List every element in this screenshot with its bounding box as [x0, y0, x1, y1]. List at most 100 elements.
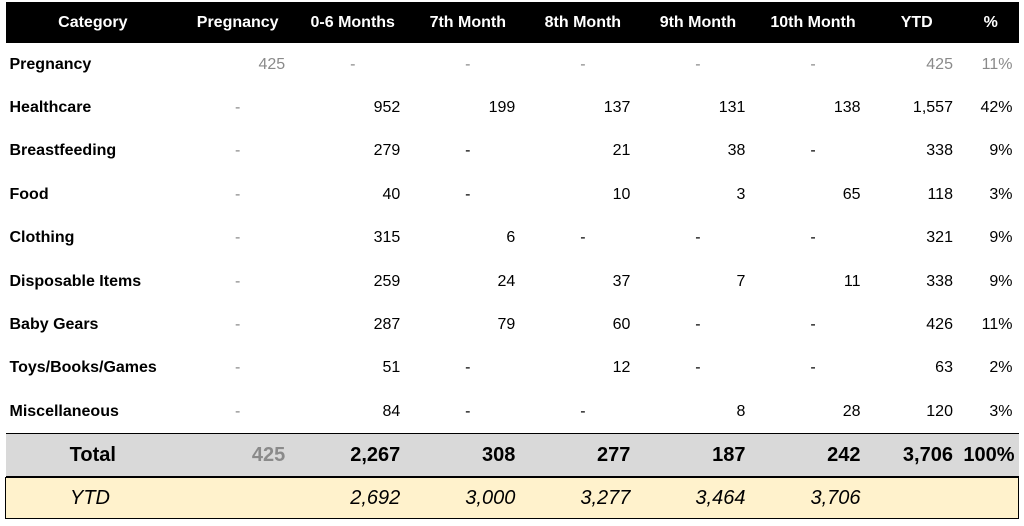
table-cell[interactable]: -	[180, 260, 295, 303]
row-category[interactable]: Disposable Items	[9, 272, 142, 290]
ytd-cell[interactable]	[180, 477, 296, 520]
table-cell[interactable]: -	[410, 43, 525, 86]
table-cell[interactable]: -	[525, 390, 640, 433]
table-cell[interactable]: -	[755, 303, 870, 346]
table-cell[interactable]: -	[525, 43, 640, 86]
table-cell[interactable]: 38	[727, 142, 746, 160]
header-8th-month[interactable]: 8th Month	[544, 13, 622, 31]
table-cell[interactable]: 259	[373, 272, 401, 290]
table-cell[interactable]: 279	[373, 142, 401, 160]
table-cell[interactable]: -	[410, 130, 525, 173]
table-cell[interactable]: 37	[612, 272, 631, 290]
table-cell[interactable]: -	[410, 347, 525, 390]
header-10th-month[interactable]: 10th Month	[770, 13, 856, 31]
table-cell[interactable]: -	[410, 173, 525, 216]
table-cell[interactable]: -	[180, 390, 295, 433]
table-cell[interactable]: 79	[497, 316, 516, 334]
table-cell[interactable]: 42%	[980, 99, 1013, 117]
table-cell[interactable]: 315	[373, 229, 401, 247]
ytd-cell[interactable]	[870, 477, 963, 520]
total-cell[interactable]: 308	[481, 443, 516, 466]
ytd-cell[interactable]: 3,706	[755, 477, 871, 520]
table-cell[interactable]: 425	[926, 55, 953, 73]
header-0-6-months[interactable]: 0-6 Months	[310, 13, 395, 31]
header-percent[interactable]: %	[983, 13, 998, 31]
table-cell[interactable]: 8	[736, 402, 746, 420]
table-cell[interactable]: 11	[843, 272, 861, 290]
table-cell[interactable]: 120	[926, 402, 953, 420]
table-cell[interactable]: -	[525, 217, 640, 260]
table-cell[interactable]: -	[755, 217, 870, 260]
table-cell[interactable]: -	[640, 43, 755, 86]
table-cell[interactable]: 199	[488, 99, 516, 117]
ytd-cell[interactable]: 2,692	[295, 477, 411, 520]
header-9th-month[interactable]: 9th Month	[659, 13, 737, 31]
total-cell[interactable]: 187	[712, 443, 746, 466]
table-cell[interactable]: 51	[382, 359, 401, 377]
table-cell[interactable]: -	[180, 217, 295, 260]
table-cell[interactable]: 7	[736, 272, 746, 290]
total-cell[interactable]: 2,267	[350, 443, 401, 466]
total-cell[interactable]: 100%	[963, 443, 1015, 466]
table-cell[interactable]: 12	[612, 359, 631, 377]
total-cell[interactable]: 242	[827, 443, 861, 466]
table-cell[interactable]: 3%	[989, 402, 1013, 420]
table-cell[interactable]: 11%	[981, 316, 1013, 334]
header-7th-month[interactable]: 7th Month	[429, 13, 506, 31]
table-cell[interactable]: 28	[842, 402, 861, 420]
row-category[interactable]: Pregnancy	[9, 55, 92, 73]
table-cell[interactable]: 425	[258, 55, 286, 73]
row-category[interactable]: Clothing	[9, 229, 75, 247]
table-cell[interactable]: 338	[926, 272, 953, 290]
ytd-cell[interactable]	[962, 477, 1019, 520]
table-cell[interactable]: 40	[382, 185, 401, 203]
table-cell[interactable]: 131	[718, 99, 746, 117]
total-cell[interactable]: 277	[597, 443, 631, 466]
row-category[interactable]: Healthcare	[9, 99, 92, 117]
row-category[interactable]: Baby Gears	[9, 316, 99, 334]
table-cell[interactable]: -	[755, 43, 870, 86]
row-category[interactable]: Miscellaneous	[9, 402, 119, 420]
table-cell[interactable]: 65	[842, 185, 861, 203]
ytd-cell[interactable]: 3,277	[525, 477, 641, 520]
table-cell[interactable]: -	[640, 347, 755, 390]
header-category[interactable]: Category	[58, 13, 128, 31]
table-cell[interactable]: -	[180, 303, 295, 346]
table-cell[interactable]: 60	[612, 316, 631, 334]
total-cell[interactable]: 425	[251, 443, 286, 466]
table-cell[interactable]: 63	[935, 359, 953, 377]
table-cell[interactable]: 6	[506, 229, 516, 247]
ytd-cell[interactable]: 3,000	[410, 477, 526, 520]
table-cell[interactable]: 11%	[981, 55, 1013, 73]
table-cell[interactable]: -	[410, 390, 525, 433]
total-label[interactable]: Total	[69, 443, 116, 466]
header-pregnancy[interactable]: Pregnancy	[196, 13, 279, 31]
table-cell[interactable]: -	[180, 347, 295, 390]
table-cell[interactable]: -	[180, 130, 295, 173]
table-cell[interactable]: 3	[736, 185, 746, 203]
table-cell[interactable]: 138	[833, 99, 861, 117]
table-cell[interactable]: 9%	[989, 142, 1013, 160]
table-cell[interactable]: -	[755, 130, 870, 173]
total-cell[interactable]: 3,706	[902, 443, 953, 466]
table-cell[interactable]: 10	[612, 185, 631, 203]
table-cell[interactable]: -	[755, 347, 870, 390]
row-category[interactable]: Food	[9, 185, 49, 203]
table-cell[interactable]: 3%	[989, 185, 1013, 203]
table-cell[interactable]: -	[180, 86, 295, 129]
table-cell[interactable]: 1,557	[912, 99, 953, 117]
table-cell[interactable]: 9%	[989, 272, 1013, 290]
ytd-cell[interactable]: 3,464	[640, 477, 756, 520]
ytd-label[interactable]: YTD	[5, 477, 181, 520]
table-cell[interactable]: -	[640, 303, 755, 346]
row-category[interactable]: Toys/Books/Games	[9, 359, 157, 377]
table-cell[interactable]: 21	[612, 142, 631, 160]
table-cell[interactable]: 952	[373, 99, 401, 117]
table-cell[interactable]: 287	[373, 316, 401, 334]
table-cell[interactable]: 321	[926, 229, 953, 247]
table-cell[interactable]: 9%	[989, 229, 1013, 247]
table-cell[interactable]: -	[180, 173, 295, 216]
table-cell[interactable]: 84	[382, 402, 401, 420]
table-cell[interactable]: 118	[927, 185, 953, 203]
table-cell[interactable]: 2%	[989, 359, 1013, 377]
